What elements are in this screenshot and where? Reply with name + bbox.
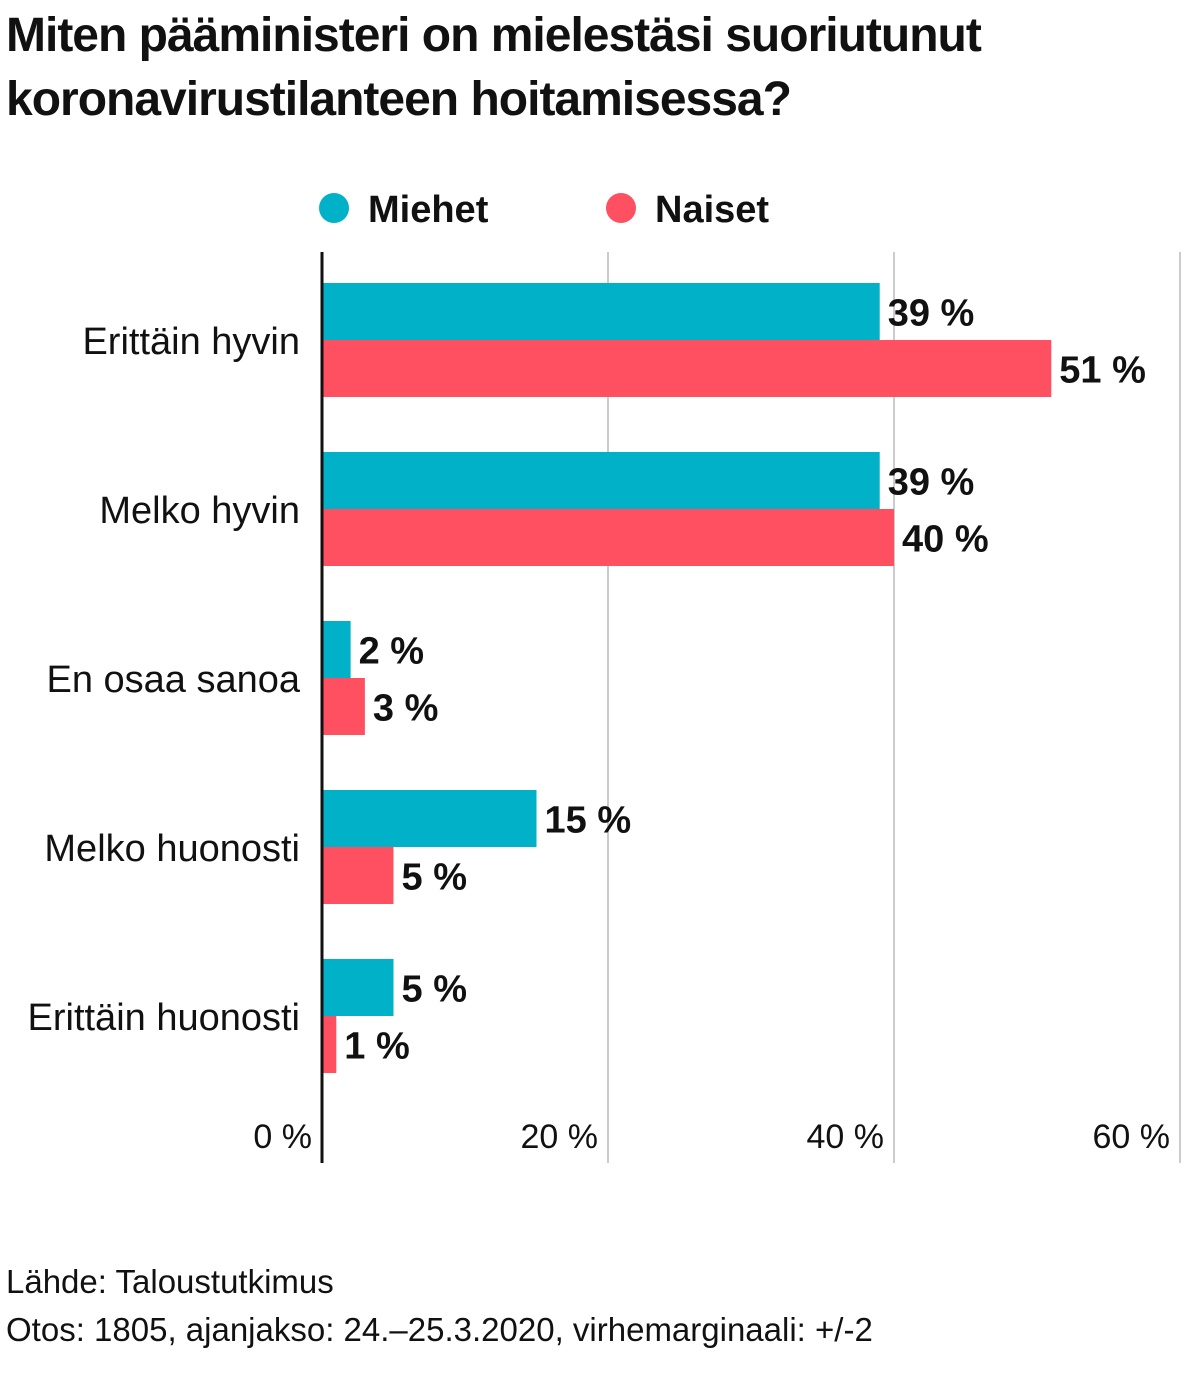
category-label-3: Melko huonosti (44, 828, 300, 870)
x-tick-label-0: 0 % (253, 1118, 312, 1156)
legend-marker-1 (606, 193, 636, 223)
value-label-1-1: 40 % (902, 519, 989, 561)
value-label-2-1: 3 % (373, 688, 438, 730)
source-note: Lähde: Taloustutkimus (6, 1263, 334, 1300)
bar-1-1 (322, 509, 894, 566)
x-tick-label-60: 60 % (1093, 1118, 1171, 1156)
x-tick-label-20: 20 % (521, 1118, 599, 1156)
tick-labels: 0 % 20 % 40 % 60 % (253, 1118, 1170, 1156)
value-label-4-1: 1 % (344, 1026, 409, 1068)
value-label-3-1: 5 % (402, 857, 467, 899)
bar-4-0 (322, 959, 394, 1016)
value-label-0-0: 39 % (888, 293, 975, 335)
category-label-1: Melko hyvin (99, 490, 300, 532)
bar-4-1 (322, 1016, 337, 1073)
bars (322, 283, 1052, 1073)
value-label-0-1: 51 % (1059, 350, 1146, 392)
category-labels: Erittäin hyvin Melko hyvin En osaa sanoa Me… (28, 321, 301, 1039)
legend-label-0: Miehet (368, 189, 489, 231)
chart-footer: Lähde: Taloustutkimus Otos: 1805, ajanja… (6, 1258, 873, 1354)
value-label-2-0: 2 % (359, 631, 424, 673)
value-label-3-0: 15 % (545, 800, 632, 842)
chart-title: Miten pääministeri on mielestäsi suoriut… (6, 4, 1186, 132)
sample-note: Otos: 1805, ajanjakso: 24.–25.3.2020, vi… (6, 1311, 873, 1348)
chart-title-line-2: koronavirustilanteen hoitamisessa? (6, 73, 792, 126)
category-label-2: En osaa sanoa (46, 659, 300, 701)
category-label-0: Erittäin hyvin (82, 321, 300, 363)
bar-3-0 (322, 790, 537, 847)
bar-2-0 (322, 621, 351, 678)
bar-2-1 (322, 678, 365, 735)
bar-1-0 (322, 452, 880, 509)
legend: Miehet Naiset (319, 189, 769, 231)
bar-0-1 (322, 340, 1052, 397)
bar-0-0 (322, 283, 880, 340)
bar-3-1 (322, 847, 394, 904)
value-label-4-0: 5 % (402, 969, 467, 1011)
legend-label-1: Naiset (655, 189, 769, 231)
value-label-1-0: 39 % (888, 462, 975, 504)
value-labels: 39 % 51 % 39 % 40 % 2 % 3 % 15 % 5 % 5 % 1 % (344, 293, 1146, 1068)
gridlines (607, 252, 1181, 1163)
category-label-4: Erittäin huonosti (28, 997, 301, 1039)
legend-marker-0 (319, 193, 349, 223)
chart-title-line-1: Miten pääministeri on mielestäsi suoriut… (6, 9, 982, 62)
x-tick-label-40: 40 % (807, 1118, 885, 1156)
